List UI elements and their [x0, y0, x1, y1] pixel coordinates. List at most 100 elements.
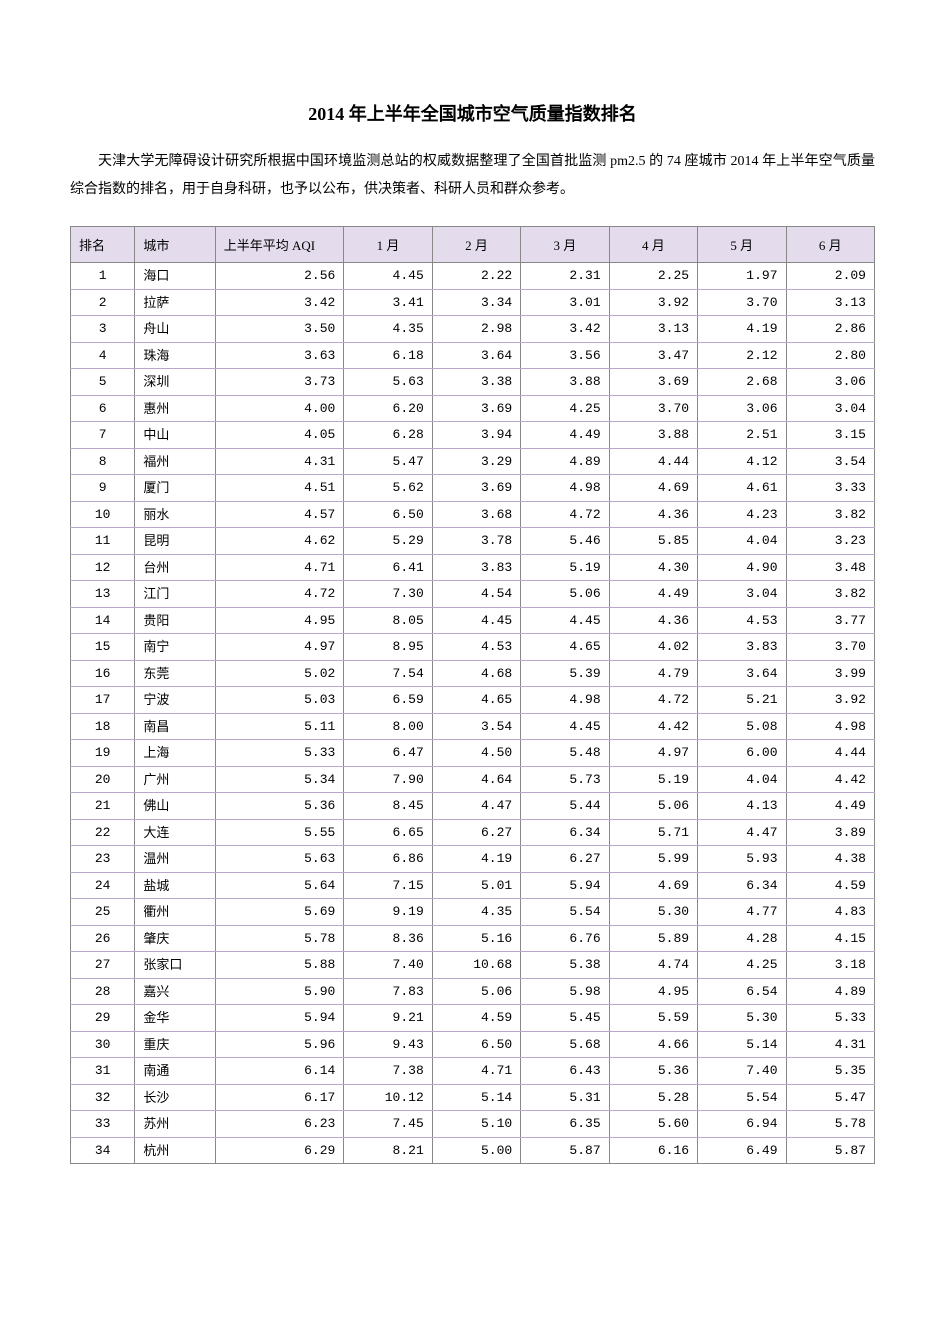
table-cell: 6.14 [215, 1058, 344, 1085]
table-cell: 6.29 [215, 1137, 344, 1164]
table-cell: 宁波 [135, 687, 215, 714]
table-cell: 4.98 [786, 713, 874, 740]
table-cell: 4.71 [215, 554, 344, 581]
table-cell: 6.23 [215, 1111, 344, 1138]
table-cell: 3.94 [432, 422, 520, 449]
table-cell: 8.45 [344, 793, 432, 820]
table-header-cell: 4 月 [609, 227, 697, 263]
table-header-cell: 5 月 [698, 227, 786, 263]
table-cell: 10.12 [344, 1084, 432, 1111]
table-cell: 3.23 [786, 528, 874, 555]
table-cell: 5.87 [521, 1137, 609, 1164]
table-cell: 惠州 [135, 395, 215, 422]
table-cell: 丽水 [135, 501, 215, 528]
table-cell: 2 [71, 289, 135, 316]
table-cell: 5.08 [698, 713, 786, 740]
table-cell: 5.21 [698, 687, 786, 714]
table-cell: 6.35 [521, 1111, 609, 1138]
table-cell: 4.65 [432, 687, 520, 714]
table-cell: 4.97 [609, 740, 697, 767]
table-cell: 3.42 [215, 289, 344, 316]
table-cell: 4.62 [215, 528, 344, 555]
table-cell: 拉萨 [135, 289, 215, 316]
table-cell: 29 [71, 1005, 135, 1032]
table-row: 11昆明4.625.293.785.465.854.043.23 [71, 528, 875, 555]
table-cell: 4.05 [215, 422, 344, 449]
table-cell: 4.89 [521, 448, 609, 475]
table-cell: 30 [71, 1031, 135, 1058]
table-cell: 5.38 [521, 952, 609, 979]
table-cell: 5.28 [609, 1084, 697, 1111]
table-cell: 4.64 [432, 766, 520, 793]
table-cell: 4.45 [432, 607, 520, 634]
table-cell: 4.44 [786, 740, 874, 767]
table-cell: 3.13 [786, 289, 874, 316]
table-cell: 24 [71, 872, 135, 899]
table-cell: 3.82 [786, 501, 874, 528]
table-cell: 7 [71, 422, 135, 449]
table-cell: 5.88 [215, 952, 344, 979]
table-cell: 5.36 [609, 1058, 697, 1085]
table-cell: 嘉兴 [135, 978, 215, 1005]
table-cell: 8.05 [344, 607, 432, 634]
table-cell: 2.12 [698, 342, 786, 369]
table-cell: 5.03 [215, 687, 344, 714]
table-cell: 舟山 [135, 316, 215, 343]
table-cell: 4.51 [215, 475, 344, 502]
table-cell: 衢州 [135, 899, 215, 926]
table-cell: 25 [71, 899, 135, 926]
table-cell: 4.98 [521, 687, 609, 714]
table-cell: 4.89 [786, 978, 874, 1005]
table-cell: 5.30 [609, 899, 697, 926]
table-cell: 2.22 [432, 263, 520, 290]
table-cell: 5.94 [215, 1005, 344, 1032]
table-row: 9厦门4.515.623.694.984.694.613.33 [71, 475, 875, 502]
table-cell: 6.27 [521, 846, 609, 873]
table-cell: 4.45 [521, 607, 609, 634]
table-header-cell: 城市 [135, 227, 215, 263]
table-row: 10丽水4.576.503.684.724.364.233.82 [71, 501, 875, 528]
table-cell: 4.69 [609, 475, 697, 502]
table-cell: 3.01 [521, 289, 609, 316]
table-cell: 4.65 [521, 634, 609, 661]
table-cell: 贵阳 [135, 607, 215, 634]
table-cell: 3.15 [786, 422, 874, 449]
table-cell: 5.06 [609, 793, 697, 820]
table-row: 20广州5.347.904.645.735.194.044.42 [71, 766, 875, 793]
table-cell: 6 [71, 395, 135, 422]
table-row: 19上海5.336.474.505.484.976.004.44 [71, 740, 875, 767]
table-cell: 3.78 [432, 528, 520, 555]
table-row: 26肇庆5.788.365.166.765.894.284.15 [71, 925, 875, 952]
table-cell: 4.54 [432, 581, 520, 608]
table-cell: 福州 [135, 448, 215, 475]
table-cell: 4.42 [786, 766, 874, 793]
table-cell: 厦门 [135, 475, 215, 502]
table-cell: 4.45 [344, 263, 432, 290]
table-row: 33苏州6.237.455.106.355.606.945.78 [71, 1111, 875, 1138]
table-row: 15南宁4.978.954.534.654.023.833.70 [71, 634, 875, 661]
table-cell: 5.85 [609, 528, 697, 555]
table-row: 29金华5.949.214.595.455.595.305.33 [71, 1005, 875, 1032]
table-cell: 5.10 [432, 1111, 520, 1138]
table-cell: 盐城 [135, 872, 215, 899]
table-cell: 4.97 [215, 634, 344, 661]
table-cell: 3.92 [609, 289, 697, 316]
table-cell: 6.54 [698, 978, 786, 1005]
table-cell: 5.94 [521, 872, 609, 899]
table-cell: 8.95 [344, 634, 432, 661]
table-cell: 4.19 [698, 316, 786, 343]
table-cell: 4.98 [521, 475, 609, 502]
table-cell: 3.92 [786, 687, 874, 714]
table-cell: 4.45 [521, 713, 609, 740]
table-cell: 4.42 [609, 713, 697, 740]
table-cell: 台州 [135, 554, 215, 581]
table-cell: 佛山 [135, 793, 215, 820]
table-row: 21佛山5.368.454.475.445.064.134.49 [71, 793, 875, 820]
table-row: 1海口2.564.452.222.312.251.972.09 [71, 263, 875, 290]
table-row: 4珠海3.636.183.643.563.472.122.80 [71, 342, 875, 369]
table-cell: 3.68 [432, 501, 520, 528]
aqi-ranking-table: 排名城市上半年平均 AQI1 月2 月3 月4 月5 月6 月 1海口2.564… [70, 226, 875, 1164]
table-cell: 5.62 [344, 475, 432, 502]
table-cell: 5.68 [521, 1031, 609, 1058]
table-row: 25衢州5.699.194.355.545.304.774.83 [71, 899, 875, 926]
